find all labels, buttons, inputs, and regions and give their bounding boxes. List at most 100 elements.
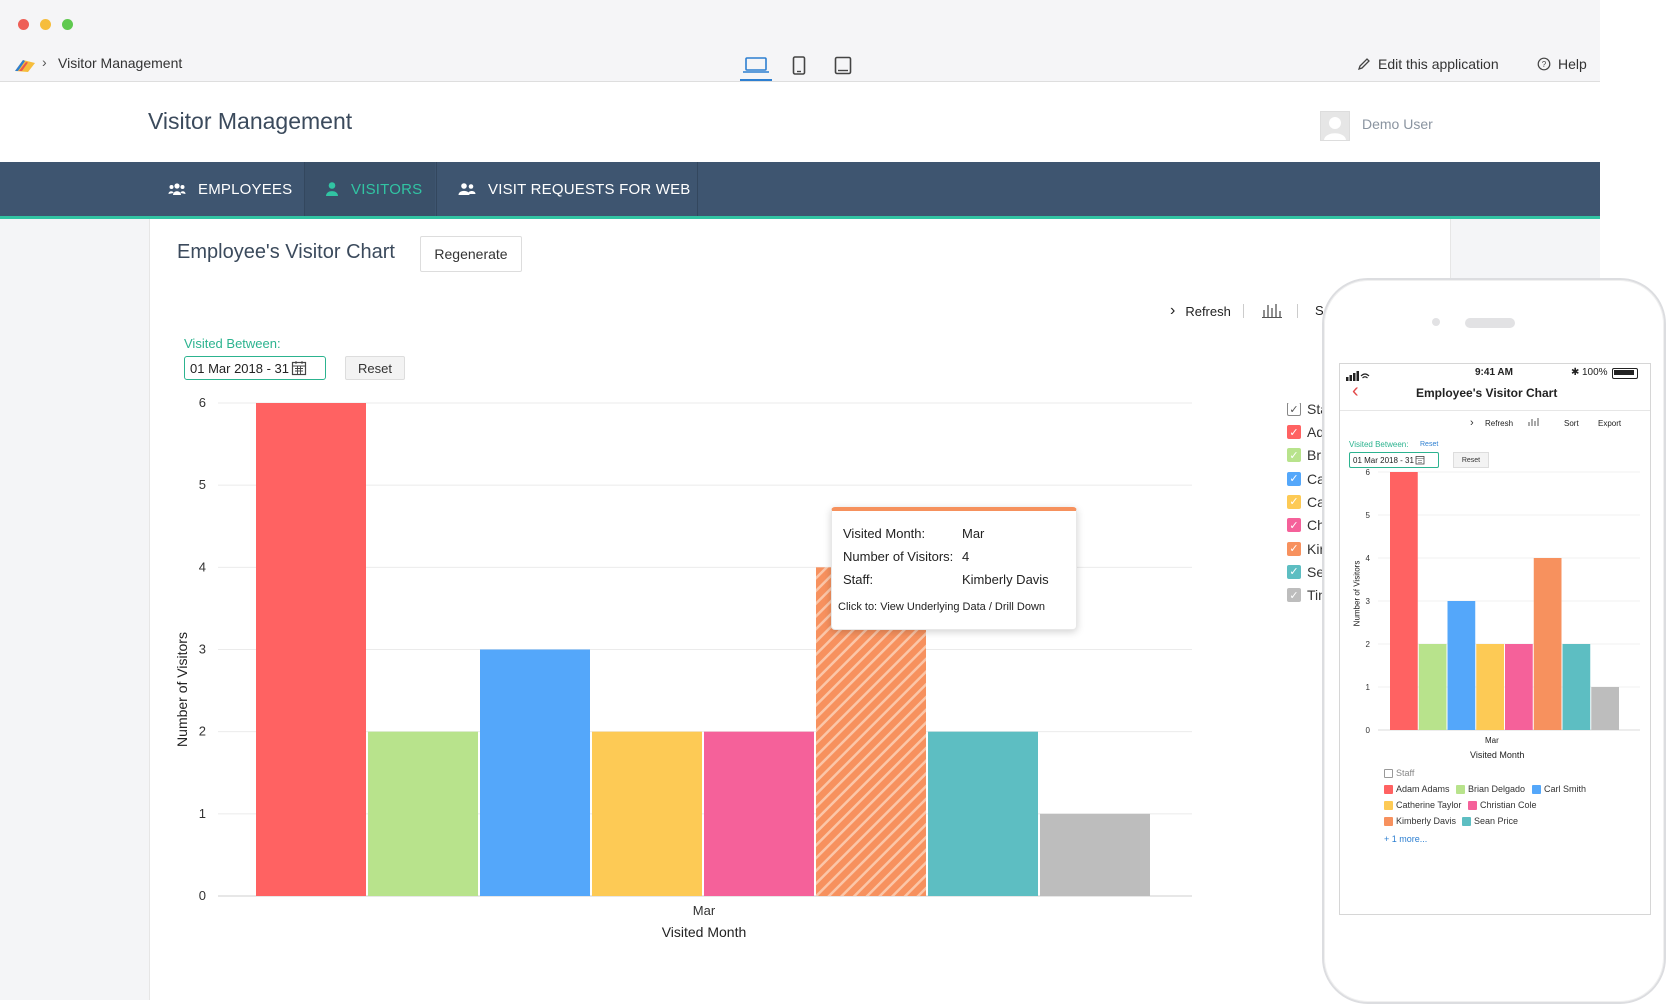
- mobile-legend-checkbox[interactable]: [1384, 816, 1393, 826]
- y-tick-label: 1: [199, 806, 206, 821]
- mobile-bar: [1562, 644, 1591, 730]
- close-window-button[interactable]: [18, 19, 29, 30]
- edit-application-label: Edit this application: [1378, 56, 1499, 72]
- legend-item[interactable]: ✓ Ch: [1287, 515, 1325, 535]
- mobile-legend-label: Sean Price: [1474, 816, 1519, 826]
- report-title: Employee's Visitor Chart: [177, 241, 395, 263]
- legend-item[interactable]: ✓ Ca: [1287, 492, 1325, 512]
- mobile-legend-item[interactable]: Carl Smith: [1532, 784, 1586, 794]
- tooltip-count-label: Number of Visitors:: [843, 549, 954, 564]
- legend-item[interactable]: ✓ Bri: [1287, 445, 1324, 465]
- user-avatar[interactable]: [1320, 111, 1350, 141]
- y-tick-label: 6: [199, 395, 206, 410]
- mobile-legend-item[interactable]: Christian Cole: [1468, 800, 1537, 810]
- bar[interactable]: [256, 403, 366, 896]
- mobile-title: Employee's Visitor Chart: [1416, 386, 1558, 400]
- refresh-label: Refresh: [1185, 303, 1231, 319]
- tablet-landscape-icon[interactable]: [834, 56, 852, 76]
- tooltip-month-label: Visited Month:: [843, 526, 926, 541]
- mobile-legend-item[interactable]: Catherine Taylor: [1384, 800, 1461, 810]
- y-tick-label: 4: [199, 559, 206, 574]
- edit-application-button[interactable]: Edit this application: [1357, 53, 1499, 75]
- mobile-filter-reset-link[interactable]: Reset: [1420, 441, 1439, 448]
- legend-checkbox[interactable]: ✓: [1287, 541, 1301, 556]
- tab-active-bg: [305, 162, 435, 216]
- help-icon: ?: [1537, 57, 1551, 71]
- tab-visitors[interactable]: VISITORS: [325, 162, 435, 216]
- mobile-legend-checkbox[interactable]: [1468, 800, 1477, 810]
- mobile-legend-checkbox[interactable]: [1462, 816, 1471, 826]
- legend-checkbox[interactable]: ✓: [1287, 425, 1301, 439]
- legend-header[interactable]: ✓ Sta: [1287, 403, 1327, 419]
- tooltip-click-hint[interactable]: Click to: View Underlying Data / Drill D…: [838, 601, 1045, 613]
- mobile-y-axis-title: Number of Visitors: [1352, 560, 1362, 627]
- mobile-legend-item[interactable]: Kimberly Davis: [1384, 816, 1456, 826]
- nav-divider: [697, 162, 698, 216]
- tab-employees[interactable]: EMPLOYEES: [168, 162, 302, 216]
- mobile-sort-button[interactable]: Sort: [1564, 419, 1579, 428]
- legend-item[interactable]: ✓ Se: [1287, 562, 1324, 582]
- breadcrumb-app-name[interactable]: Visitor Management: [58, 55, 183, 71]
- calendar-icon[interactable]: [291, 360, 307, 376]
- mobile-legend-checkbox[interactable]: [1456, 784, 1465, 794]
- main-navbar: EMPLOYEES VISITORS VISIT REQUESTS FOR WE…: [0, 162, 1600, 219]
- mobile-legend-header[interactable]: Staff: [1384, 768, 1414, 778]
- mobile-date-input[interactable]: 01 Mar 2018 - 31: [1349, 452, 1439, 468]
- legend-checkbox[interactable]: ✓: [1287, 564, 1301, 579]
- mobile-screen: 9:41 AM ✱ 100% ‹ Employee's Visitor Char…: [1339, 363, 1651, 915]
- app-toolbar: › Visitor Management Edit this applicati…: [0, 48, 1600, 82]
- mobile-chart-type-icon[interactable]: [1528, 417, 1540, 427]
- mobile-legend-checkbox[interactable]: [1532, 784, 1541, 794]
- bar-chart: 0 1 2 3 4 5 6 Mar Visited Month Number of Visitor…: [174, 395, 1192, 940]
- pencil-icon: [1357, 58, 1370, 71]
- mobile-more-link[interactable]: + 1 more...: [1384, 834, 1428, 844]
- maximize-window-button[interactable]: [62, 19, 73, 30]
- phone-speaker: [1465, 318, 1515, 328]
- mobile-legend-checkbox[interactable]: [1384, 784, 1393, 794]
- bar[interactable]: [704, 731, 814, 896]
- tablet-portrait-icon[interactable]: [792, 56, 806, 76]
- legend-item[interactable]: ✓ Tin: [1287, 585, 1326, 605]
- tab-visit-requests[interactable]: VISIT REQUESTS FOR WEB: [458, 162, 698, 216]
- legend-checkbox[interactable]: ✓: [1287, 448, 1301, 463]
- legend-item[interactable]: ✓ Ca: [1287, 469, 1325, 489]
- mobile-back-icon[interactable]: ‹: [1352, 380, 1359, 402]
- legend-checkbox[interactable]: ✓: [1287, 471, 1301, 486]
- reset-filter-button[interactable]: Reset: [345, 356, 405, 380]
- legend-item[interactable]: ✓ Ad: [1287, 422, 1324, 442]
- legend-label: Ca: [1307, 493, 1325, 510]
- date-range-input[interactable]: 01 Mar 2018 - 31: [184, 356, 326, 380]
- mobile-refresh-button[interactable]: Refresh: [1485, 419, 1514, 428]
- mobile-legend-item[interactable]: Sean Price: [1462, 816, 1518, 826]
- bar[interactable]: [368, 731, 478, 896]
- user-name[interactable]: Demo User: [1362, 116, 1433, 132]
- legend-checkbox[interactable]: ✓: [1287, 518, 1301, 533]
- tab-visit-requests-label: VISIT REQUESTS FOR WEB: [488, 180, 691, 198]
- help-button[interactable]: ? Help: [1537, 53, 1587, 75]
- status-battery: 100%: [1582, 367, 1608, 378]
- bar[interactable]: [592, 731, 702, 896]
- legend-checkbox[interactable]: ✓: [1287, 403, 1301, 416]
- legend-label: Ad: [1307, 424, 1325, 440]
- refresh-chevron-icon: ›: [1170, 302, 1176, 319]
- legend-checkbox[interactable]: ✓: [1287, 494, 1301, 509]
- mobile-legend-item[interactable]: Adam Adams: [1384, 784, 1450, 794]
- bar[interactable]: [480, 649, 590, 897]
- minimize-window-button[interactable]: [40, 19, 51, 30]
- legend-checkbox[interactable]: ✓: [1287, 588, 1301, 603]
- bar[interactable]: [928, 731, 1038, 896]
- refresh-button[interactable]: › Refresh: [1170, 301, 1231, 321]
- mobile-reset-button[interactable]: Reset: [1453, 452, 1489, 468]
- sort-button[interactable]: So: [1315, 303, 1323, 318]
- regenerate-button[interactable]: Regenerate: [420, 236, 522, 272]
- legend-item[interactable]: ✓ Kir: [1287, 539, 1324, 559]
- desktop-view-button[interactable]: [740, 53, 772, 81]
- mobile-legend-checkbox[interactable]: [1384, 768, 1393, 778]
- bar[interactable]: [1040, 813, 1150, 896]
- mobile-export-button[interactable]: Export: [1598, 419, 1622, 428]
- mobile-legend-checkbox[interactable]: [1384, 800, 1393, 810]
- svg-text:?: ?: [1542, 60, 1547, 69]
- mobile-legend-item[interactable]: Brian Delgado: [1456, 784, 1525, 794]
- mobile-calendar-icon[interactable]: [1415, 455, 1425, 465]
- chart-type-icon[interactable]: [1262, 302, 1282, 318]
